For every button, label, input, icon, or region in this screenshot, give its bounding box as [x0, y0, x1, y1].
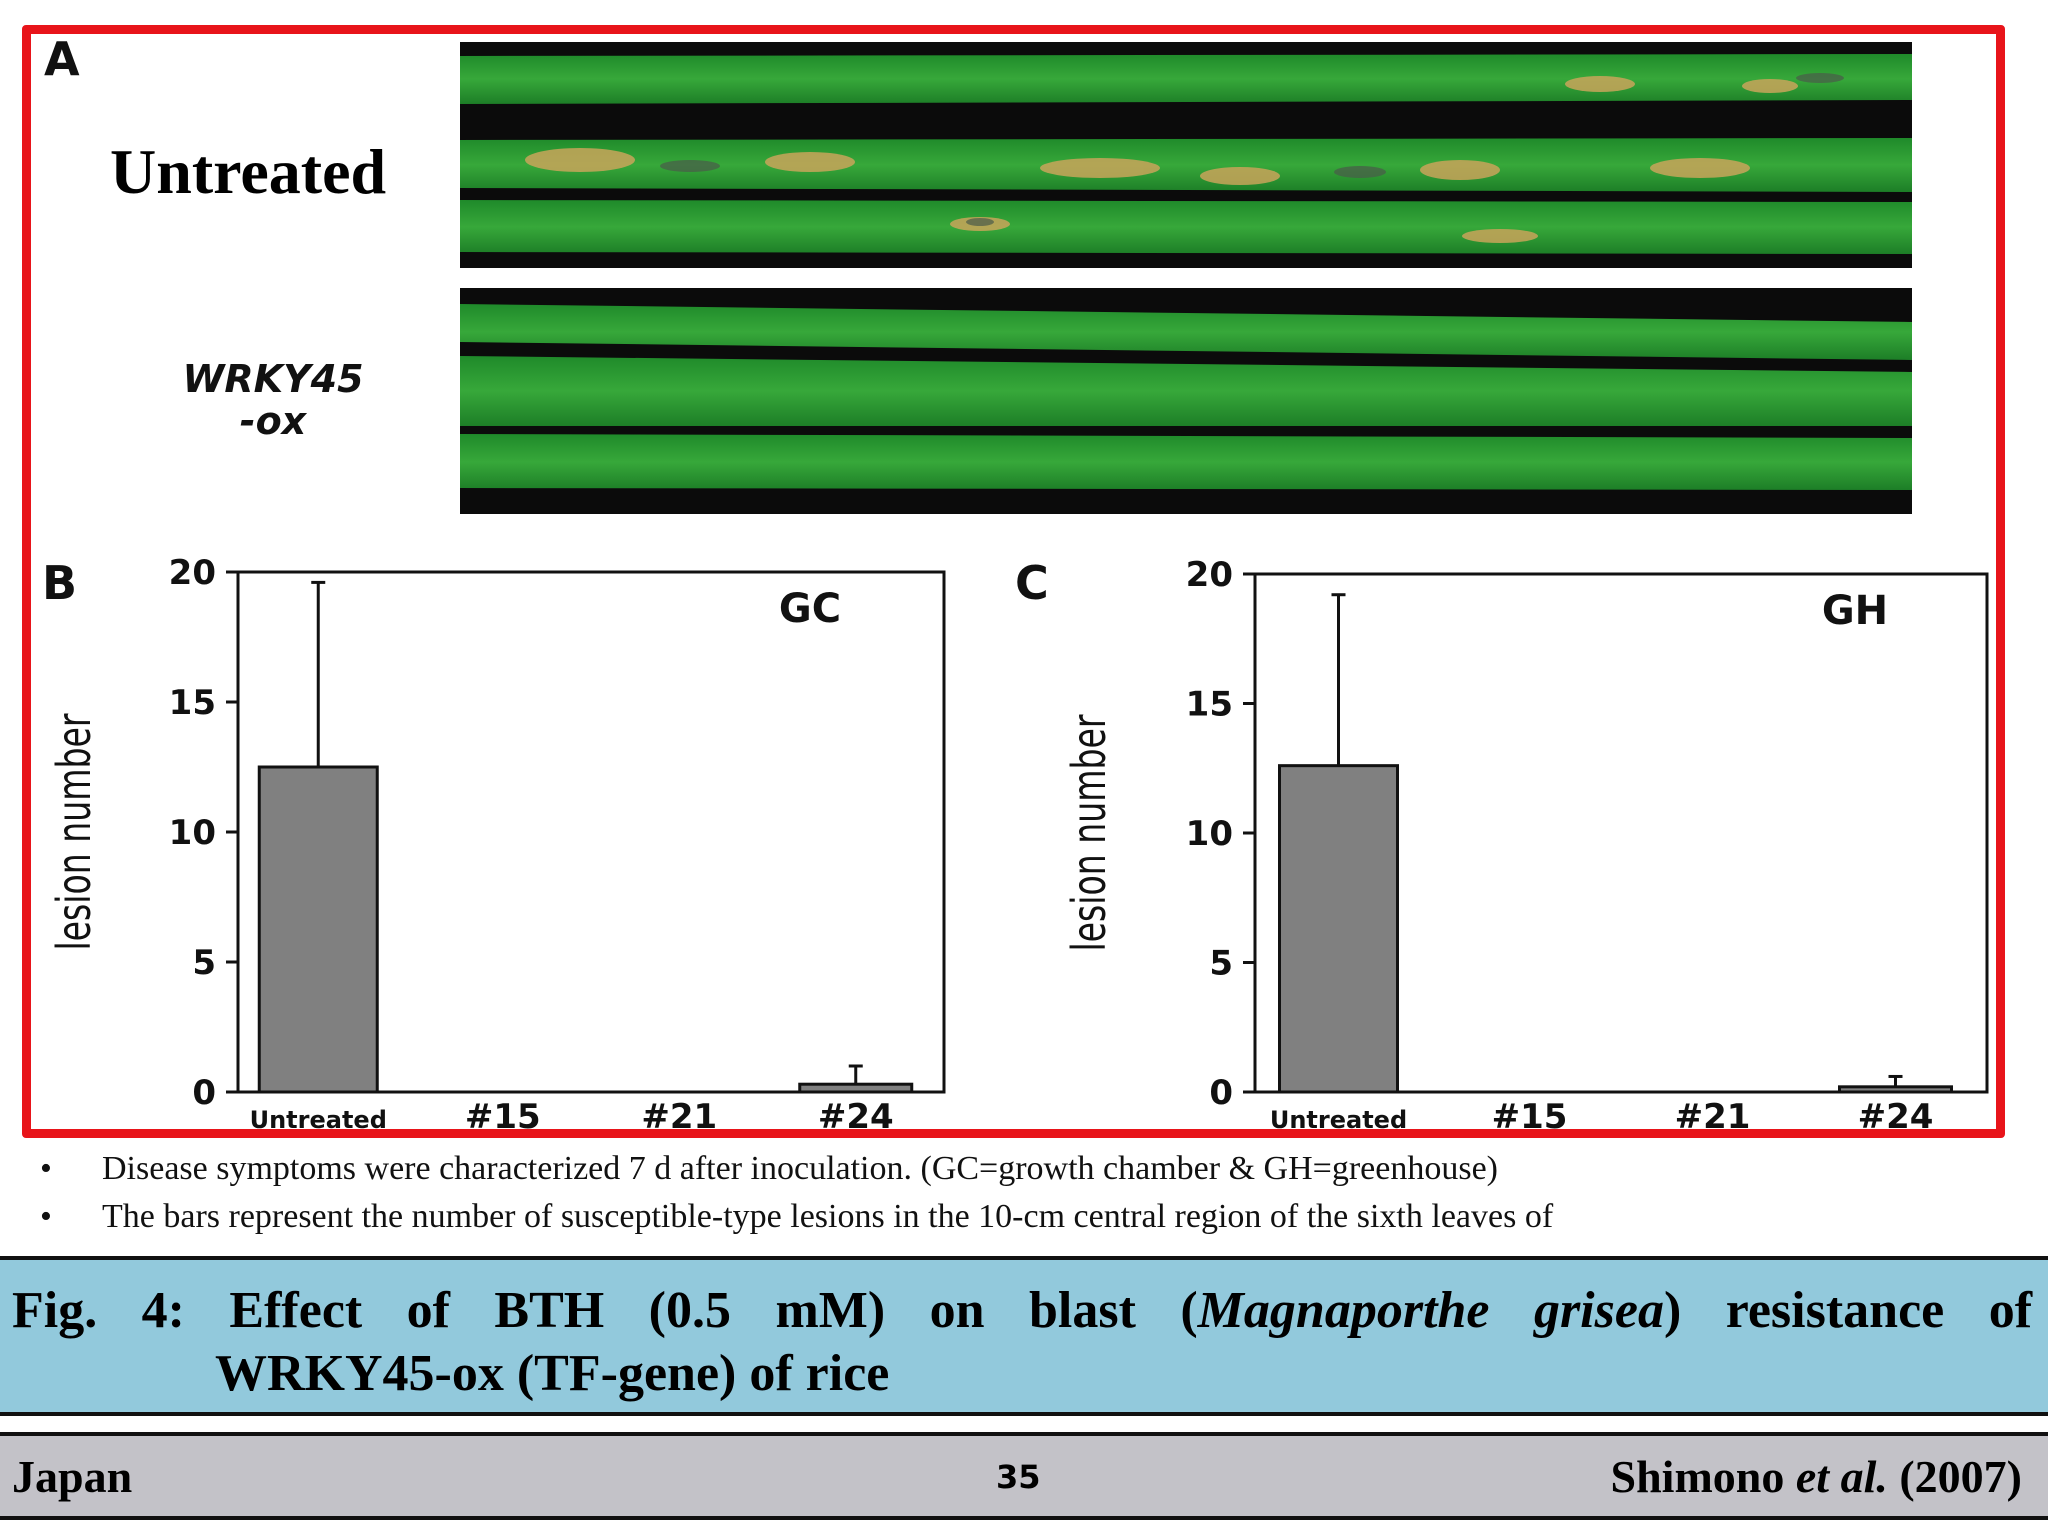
gh-x-tick-label: #21	[1675, 1097, 1751, 1136]
gc-y-tick-label: 20	[169, 553, 216, 593]
wrky45-label-line1: WRKY45	[182, 357, 364, 401]
notes-list: • Disease symptoms were characterized 7 …	[40, 1145, 2000, 1241]
gh-y-tick-label: 10	[1186, 814, 1233, 854]
gh-y-tick-label: 20	[1186, 555, 1233, 595]
gc-x-tick-label: #15	[465, 1097, 541, 1136]
gc-y-tick-label: 10	[169, 813, 216, 853]
gc-x-tick-label: #24	[818, 1097, 894, 1136]
caption-suffix: ) resistance of	[1663, 1282, 2033, 1339]
wrky45-ox-leaves-image	[460, 288, 1912, 514]
panel-c-letter: C	[1015, 556, 1049, 610]
note-text: The bars represent the number of suscept…	[102, 1198, 1554, 1235]
chart-b-gc: 0 5 10 15 20 lesion number GC Untreated #15 #21 #2…	[49, 553, 946, 1136]
leaf-photographs	[460, 42, 1912, 514]
citation-etal: et al.	[1795, 1451, 1888, 1502]
footer-country: Japan	[12, 1451, 133, 1502]
caption-line1: Fig. 4: Effect of BTH (0.5 mM) on blast …	[12, 1278, 2032, 1344]
caption-species: Magnaporthe grisea	[1197, 1282, 1664, 1339]
gc-y-axis-label: lesion number	[49, 713, 102, 950]
gh-y-tick-label: 5	[1209, 944, 1233, 984]
gh-y-axis-label: lesion number	[1064, 714, 1117, 951]
caption-prefix: Fig. 4: Effect of BTH (0.5 mM) on blast …	[12, 1282, 1198, 1339]
chart-c-plot: 0 5 10 15 20 lesion number GH Untreated #15 #21 #2…	[1064, 555, 1989, 1136]
bullet-icon: •	[40, 1150, 52, 1187]
figure-caption-box: Fig. 4: Effect of BTH (0.5 mM) on blast …	[0, 1256, 2048, 1416]
citation-year: (2007)	[1887, 1451, 2022, 1502]
gc-bar-3	[798, 1082, 914, 1094]
gc-y-tick-label: 0	[192, 1073, 216, 1113]
caption-line2: WRKY45-ox (TF-gene) of rice	[215, 1345, 890, 1402]
panel-a-letter: A	[44, 32, 80, 86]
footer-citation: Shimono et al. (2007)	[1611, 1450, 2022, 1503]
gc-x-tick-label: #21	[641, 1097, 717, 1136]
chart-b-plot: 0 5 10 15 20 lesion number GC Untreated #15 #21 #2…	[49, 553, 946, 1136]
note-item: • Disease symptoms were characterized 7 …	[40, 1145, 2000, 1193]
untreated-leaves-image	[460, 42, 1912, 268]
panel-b-letter: B	[42, 556, 78, 610]
gh-bar-0	[1278, 764, 1399, 1094]
bullet-icon: •	[40, 1198, 52, 1235]
gc-y-tick-label: 5	[192, 943, 216, 983]
gh-x-tick-label: Untreated	[1270, 1106, 1407, 1134]
untreated-row-label: Untreated	[110, 136, 387, 207]
gh-bar-3	[1838, 1085, 1953, 1094]
gh-chart-title: GH	[1822, 588, 1888, 634]
gc-chart-title: GC	[779, 586, 841, 632]
footer-bar: Japan 35 Shimono et al. (2007)	[0, 1432, 2048, 1520]
note-text: Disease symptoms were characterized 7 d …	[102, 1150, 1498, 1187]
gh-x-tick-label: #24	[1858, 1097, 1934, 1136]
wrky45-row-label: WRKY45 -ox	[118, 358, 428, 442]
figure-frame	[22, 25, 2005, 1138]
wrky45-label-line2: -ox	[239, 399, 307, 443]
gc-bar-0	[257, 765, 379, 1094]
chart-c-gh: 0 5 10 15 20 lesion number GH Untreated #15 #21 #2…	[1064, 555, 1989, 1136]
gc-x-tick-label: Untreated	[250, 1106, 387, 1134]
gh-x-tick-label: #15	[1492, 1097, 1568, 1136]
note-item: • The bars represent the number of susce…	[40, 1193, 2000, 1241]
citation-author: Shimono	[1610, 1451, 1796, 1502]
gh-y-tick-label: 0	[1209, 1073, 1233, 1113]
gc-y-tick-label: 15	[169, 683, 216, 723]
page-number: 35	[996, 1458, 1041, 1496]
gh-y-tick-label: 15	[1186, 685, 1233, 725]
